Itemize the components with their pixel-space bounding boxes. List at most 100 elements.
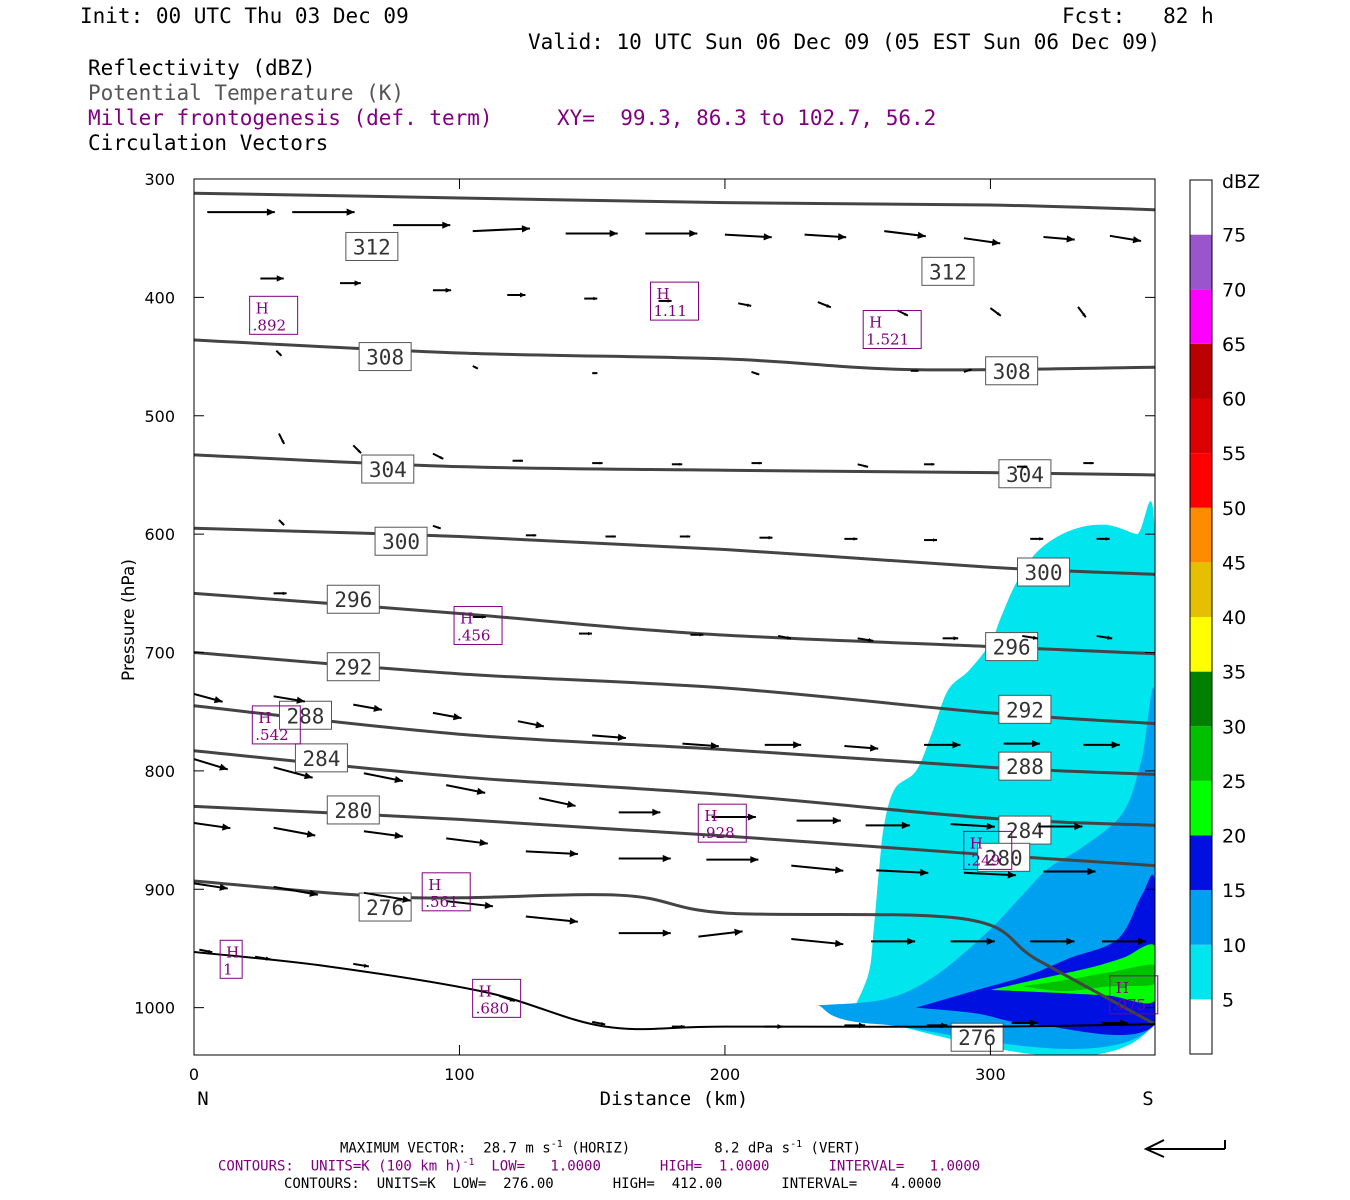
circulation-vector xyxy=(525,915,578,925)
circulation-vector xyxy=(273,695,306,704)
theta-label-box xyxy=(998,815,1052,845)
circulation-vector xyxy=(844,1022,866,1029)
circulation-vectors xyxy=(194,208,1147,1030)
circulation-vector xyxy=(924,462,935,466)
fronto-high-marker: H xyxy=(970,834,983,852)
circulation-vector xyxy=(592,461,603,465)
circulation-vector xyxy=(1011,1019,1038,1027)
circulation-vector xyxy=(292,208,355,216)
theta-label-box xyxy=(358,342,412,372)
circulation-vector xyxy=(724,233,772,241)
fronto-high-box xyxy=(650,281,699,321)
colorbar-swatch xyxy=(1190,944,1212,1000)
circulation-vector xyxy=(273,591,287,596)
circulation-vector xyxy=(432,452,444,460)
y-tick-label: 900 xyxy=(144,880,175,899)
circulation-vector xyxy=(446,837,488,847)
circulation-vector xyxy=(525,533,537,537)
colorbar-level-label: 5 xyxy=(1222,989,1234,1011)
circulation-vector xyxy=(910,369,919,373)
theta-label-280: 280 xyxy=(985,846,1023,870)
fronto-high-marker: H xyxy=(460,609,473,627)
colorbar-frame xyxy=(1189,179,1213,1055)
max-vector-line: MAXIMUM VECTOR: 28.7 m s-1 (HORIZ) 8.2 dP… xyxy=(340,1139,862,1157)
fronto-high-value: 1.11 xyxy=(654,302,687,320)
circulation-vector xyxy=(363,772,404,784)
fronto-high: H.075 xyxy=(1109,975,1159,1015)
fronto-high-value: .561 xyxy=(425,893,458,911)
plot-frame xyxy=(193,178,1156,1056)
colorbar-level-label: 50 xyxy=(1222,498,1246,520)
circulation-vector xyxy=(1030,937,1075,945)
fronto-high-value: .892 xyxy=(253,316,286,334)
circulation-vector xyxy=(578,631,592,636)
circulation-vector xyxy=(679,535,691,538)
circulation-vector xyxy=(884,230,926,239)
reflectivity-20-dbz xyxy=(990,944,1155,1004)
circulation-vector xyxy=(254,955,271,961)
circulation-vector xyxy=(897,309,909,317)
colorbar-swatch xyxy=(1190,289,1212,344)
theta-label-288: 288 xyxy=(1006,755,1044,779)
theta-label-box xyxy=(1017,557,1071,587)
theta-label-304: 304 xyxy=(369,458,407,482)
theta-label-box xyxy=(998,459,1052,489)
circulation-vector xyxy=(764,741,802,749)
circulation-vector xyxy=(194,692,223,704)
fronto-high: H.249 xyxy=(963,830,1013,870)
circulation-vector xyxy=(711,813,756,821)
colorbar-level-label: 70 xyxy=(1222,279,1246,301)
circulation-vector xyxy=(738,302,752,307)
colorbar-swatch xyxy=(1190,234,1212,290)
theta-label-box xyxy=(921,256,975,286)
colorbar-level-label: 55 xyxy=(1222,443,1246,465)
circulation-vector xyxy=(472,225,530,233)
fronto-high: H1.11 xyxy=(650,281,699,321)
fronto-high: H.892 xyxy=(249,295,299,335)
circulation-vector xyxy=(698,928,743,938)
reflectivity-15-dbz xyxy=(916,874,1155,1036)
circulation-vector xyxy=(584,296,598,301)
fronto-high-marker: H xyxy=(704,807,717,825)
field-label-theta: Potential Temperature (K) xyxy=(88,81,405,105)
colorbar-level-label: 40 xyxy=(1222,607,1246,629)
fronto-high: H1 xyxy=(219,939,243,979)
circulation-vector xyxy=(432,711,462,721)
circulation-vector xyxy=(1030,537,1044,541)
circulation-vector xyxy=(658,299,672,303)
fronto-high: H.928 xyxy=(697,803,747,843)
theta-label-box xyxy=(977,842,1031,872)
circulation-vector xyxy=(340,280,361,286)
theta-label-300: 300 xyxy=(382,530,420,554)
circulation-vector xyxy=(194,758,229,771)
circulation-vector xyxy=(353,962,370,968)
circulation-vector xyxy=(963,368,972,373)
theta-label-292: 292 xyxy=(334,656,372,680)
circulation-vector xyxy=(1096,634,1113,640)
circulation-vector xyxy=(751,371,760,376)
theta-label-box xyxy=(326,584,380,614)
circulation-vector xyxy=(194,821,231,831)
circulation-vector xyxy=(507,292,526,298)
circulation-vector xyxy=(1077,306,1087,318)
circulation-vector xyxy=(1022,634,1039,640)
fronto-high: H.680 xyxy=(472,978,522,1018)
field-label-vectors: Circulation Vectors xyxy=(88,131,329,155)
circulation-vector xyxy=(273,885,319,897)
fronto-high-box xyxy=(219,939,243,979)
circulation-vector xyxy=(817,301,832,309)
fronto-high: H.561 xyxy=(421,872,471,912)
fronto-high-value: .928 xyxy=(701,824,734,842)
circulation-vector xyxy=(759,535,773,540)
theta-label-276: 276 xyxy=(958,1026,996,1050)
circulation-vector xyxy=(751,461,762,465)
fronto-high-value: .249 xyxy=(967,851,1000,869)
fronto-high-value: .456 xyxy=(457,626,490,644)
circulation-vector xyxy=(844,744,879,752)
circulation-vector xyxy=(393,221,451,229)
fronto-high-value: 1 xyxy=(223,960,233,978)
colorbar-swatch xyxy=(1190,453,1212,508)
fronto-high: H1.521 xyxy=(862,310,922,350)
theta-label-box xyxy=(985,356,1039,386)
